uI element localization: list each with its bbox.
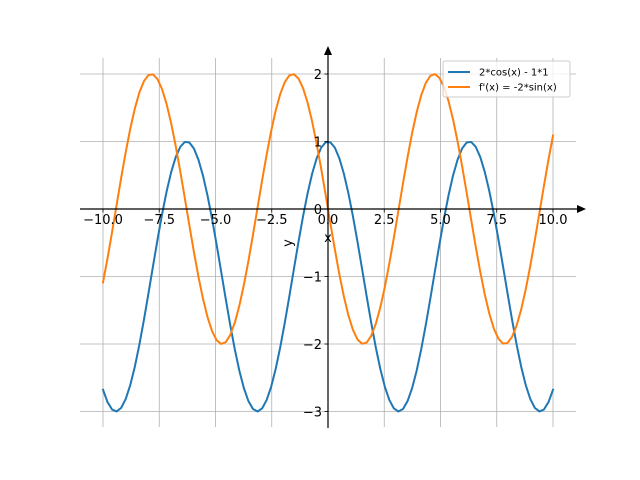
ticks: −10.0 −7.5 −5.0 −2.5 0.0 2.5 5.0 7.5 10.0 −3 −2 −1 0…	[83, 68, 567, 421]
legend-label-sin: f'(x) = -2*sin(x)	[479, 83, 557, 94]
legend-label-cos: 2*cos(x) - 1*1	[479, 68, 549, 79]
legend-box	[442, 60, 571, 98]
y-tick-label-3: 0	[314, 203, 322, 218]
x-axis-label: x	[324, 231, 332, 246]
x-tick-label-5: 2.5	[374, 213, 395, 228]
y-tick-label-4: 1	[314, 136, 322, 151]
y-tick-label-5: 2	[314, 68, 322, 83]
y-axis-label: y	[281, 239, 296, 247]
x-tick-label-8: 10.0	[539, 213, 568, 228]
y-tick-label-1: −2	[303, 338, 322, 353]
x-axis-arrow-icon	[577, 205, 586, 213]
x-tick-label-0: −10.0	[83, 213, 123, 228]
axes	[80, 46, 586, 428]
y-axis-arrow-icon	[324, 46, 332, 55]
y-tick-label-0: −3	[303, 406, 322, 421]
legend: 2*cos(x) - 1*1 f'(x) = -2*sin(x)	[442, 60, 571, 98]
x-tick-label-4: 0.0	[318, 213, 339, 228]
x-tick-label-2: −5.0	[200, 213, 232, 228]
x-tick-label-1: −7.5	[143, 213, 175, 228]
x-tick-label-3: −2.5	[256, 213, 288, 228]
x-tick-label-7: 7.5	[486, 213, 507, 228]
x-tick-label-6: 5.0	[430, 213, 451, 228]
y-tick-label-2: −1	[303, 271, 322, 286]
